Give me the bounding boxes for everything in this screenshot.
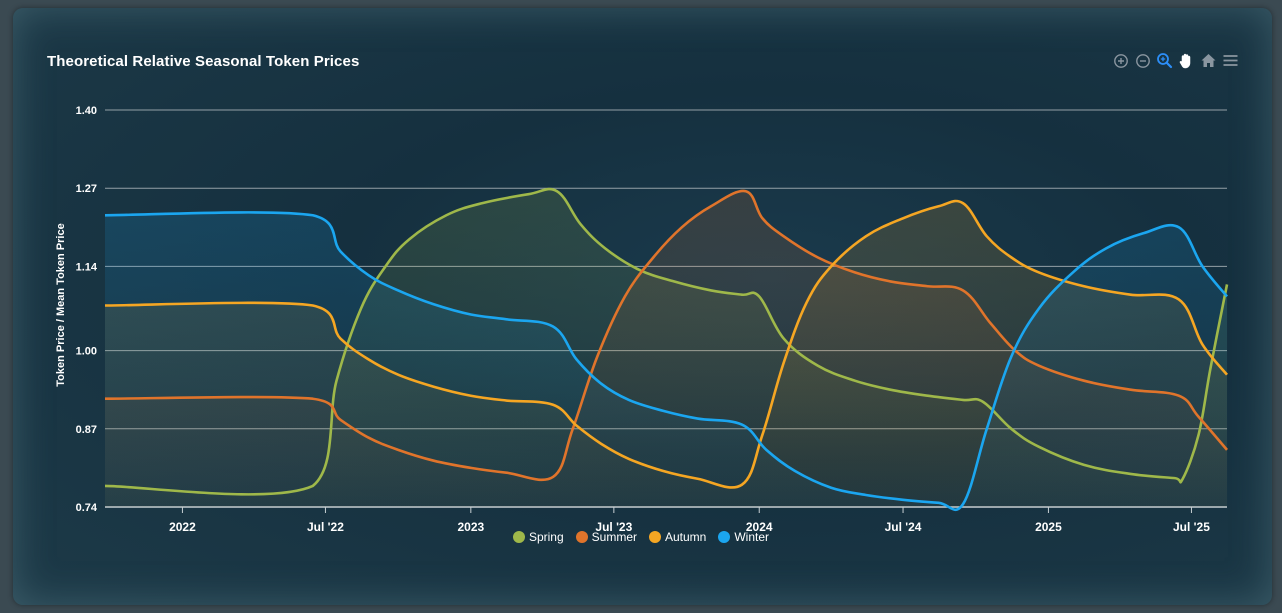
y-tick-label: 1.27 xyxy=(76,183,97,195)
y-tick-label: 1.40 xyxy=(76,105,97,117)
series-line-spring[interactable] xyxy=(104,187,1229,496)
series-line-summer[interactable] xyxy=(104,189,1228,482)
y-axis-ticks: 0.74 0.87 1.00 1.14 1.27 1.40 xyxy=(76,105,98,514)
chart-toolbar xyxy=(1112,52,1239,69)
legend-label: Spring xyxy=(528,530,564,544)
legend-marker xyxy=(718,531,731,543)
legend-item-autumn[interactable]: Autumn xyxy=(649,530,706,544)
zoom-in-icon[interactable] xyxy=(1112,52,1129,69)
x-tick-label: 2024 xyxy=(746,520,773,534)
x-tick-label: 2023 xyxy=(457,520,484,534)
y-tick-label: 1.00 xyxy=(76,346,97,358)
series-line-autumn[interactable] xyxy=(104,199,1229,489)
y-tick-label: 0.87 xyxy=(76,424,97,436)
x-tick-label: 2022 xyxy=(169,520,196,534)
y-tick-label: 0.74 xyxy=(76,502,98,514)
series-areas xyxy=(105,189,1227,510)
legend-label: Autumn xyxy=(665,530,707,544)
series-line-winter[interactable] xyxy=(104,211,1229,511)
legend-marker xyxy=(575,531,588,543)
legend: Spring Summer Autumn Winter xyxy=(0,530,1282,544)
chart-title: Theoretical Relative Seasonal Token Pric… xyxy=(47,53,360,70)
x-tick-label: Jul '23 xyxy=(595,520,632,534)
y-axis-title: Token Price / Mean Token Price xyxy=(55,223,67,386)
y-tick-label: 1.14 xyxy=(76,261,98,273)
x-tick-label: 2025 xyxy=(1035,520,1062,534)
legend-marker xyxy=(649,531,661,543)
legend-item-summer[interactable]: Summer xyxy=(575,530,637,544)
hand-icon[interactable] xyxy=(1178,52,1195,69)
legend-item-spring[interactable]: Spring xyxy=(512,530,564,544)
series-lines xyxy=(104,187,1229,511)
x-tick-label: Jul '22 xyxy=(307,520,344,534)
zoom-out-icon[interactable] xyxy=(1134,52,1151,69)
menu-icon[interactable] xyxy=(1222,52,1239,69)
legend-label: Winter xyxy=(734,530,770,544)
legend-label: Summer xyxy=(591,530,637,544)
series-area-winter xyxy=(105,212,1227,510)
legend-item-winter[interactable]: Winter xyxy=(718,530,769,544)
x-axis-ticks: 2022 Jul '22 2023 Jul '23 2024 Jul '24 2025 Jul… xyxy=(169,507,1210,534)
magnifier-icon[interactable] xyxy=(1156,52,1173,69)
x-tick-label: Jul '25 xyxy=(1173,520,1210,534)
legend-marker xyxy=(512,531,525,543)
x-tick-label: Jul '24 xyxy=(885,520,922,534)
home-icon[interactable] xyxy=(1200,52,1217,69)
